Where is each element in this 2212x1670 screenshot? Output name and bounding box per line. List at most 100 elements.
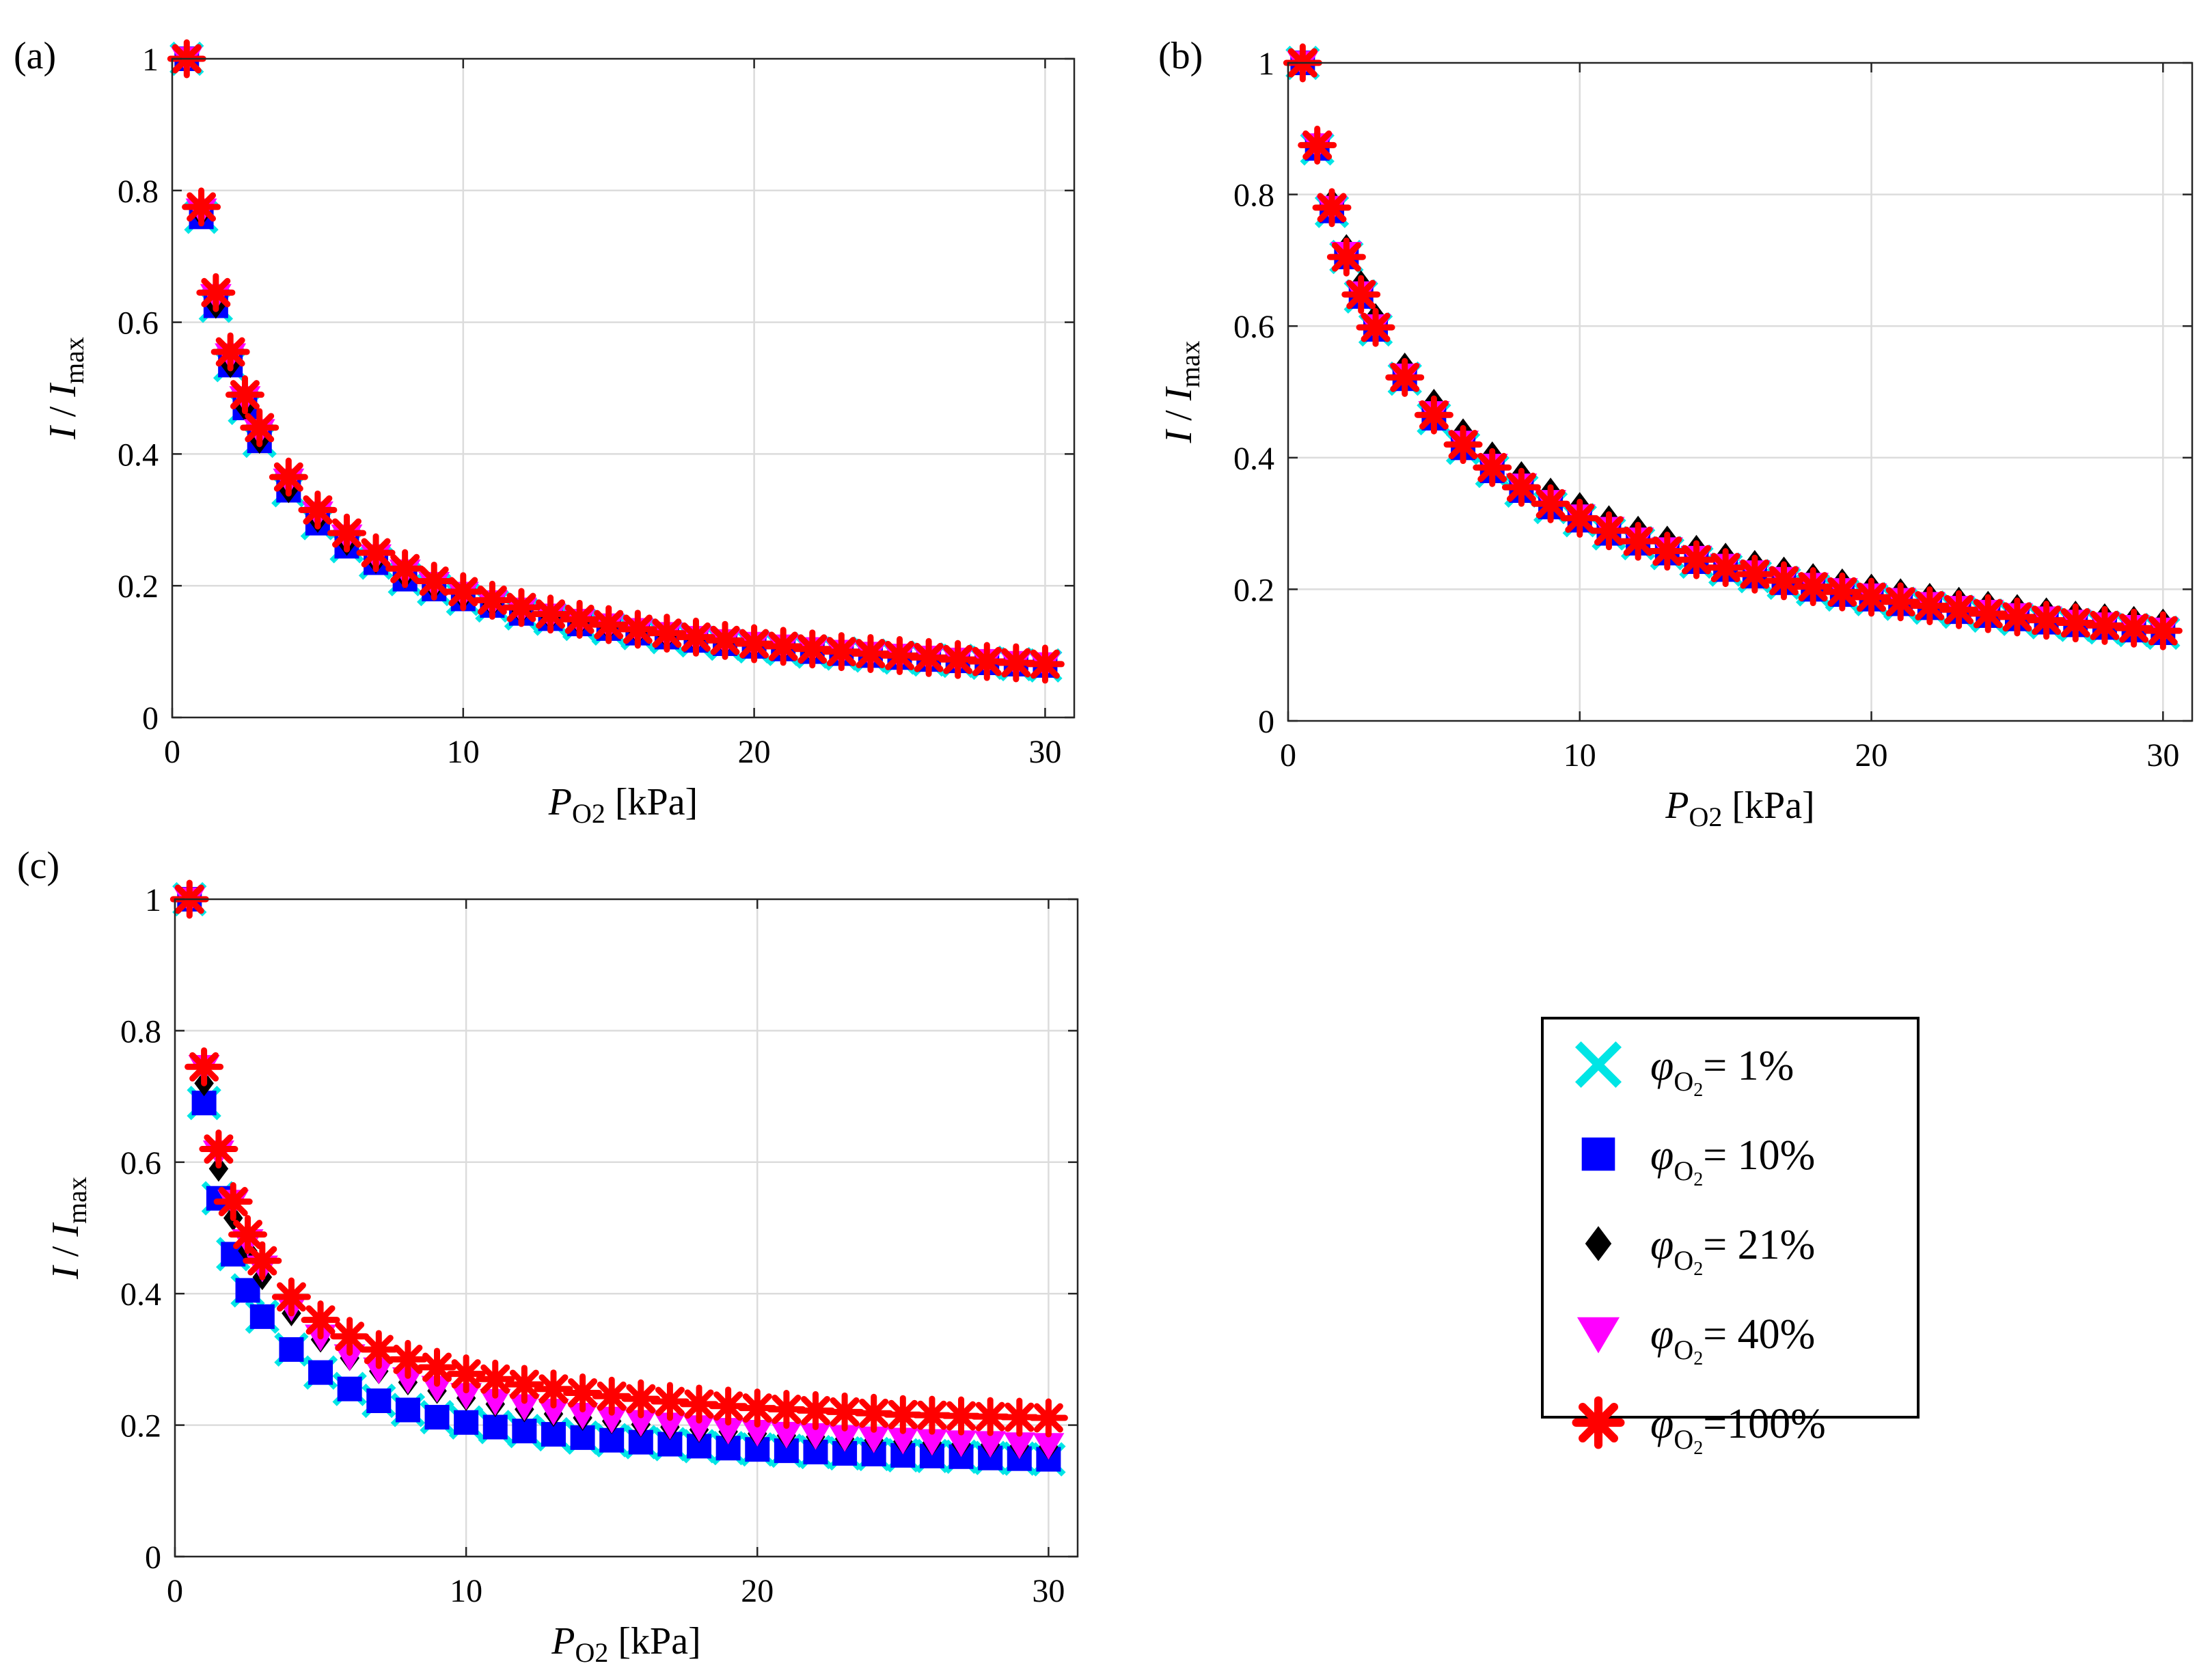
legend-label: φO2= 10%	[1650, 1132, 1815, 1190]
y-tick-label: 0.2	[1233, 572, 1274, 608]
data-point	[228, 1215, 268, 1255]
data-point	[210, 332, 250, 372]
data-point	[916, 1429, 948, 1456]
data-point	[589, 605, 629, 644]
legend-label: φO2= 1%	[1650, 1043, 1794, 1101]
data-point	[208, 1155, 229, 1182]
data-point	[741, 1419, 774, 1447]
y-axis-label: I / Imax	[44, 1177, 92, 1280]
x-tick-label: 10	[1564, 737, 1596, 774]
data-point	[912, 1395, 952, 1435]
data-point	[909, 638, 948, 677]
data-point	[333, 1344, 366, 1371]
y-tick-label: 1	[145, 882, 161, 918]
data-point	[974, 1431, 1007, 1458]
data-point	[1676, 540, 1716, 579]
data-point	[531, 594, 571, 634]
data-point	[1939, 590, 1979, 629]
y-tick-label: 0	[145, 1539, 161, 1576]
legend-entry: φO2=100%	[1572, 1396, 1826, 1459]
data-point	[705, 620, 745, 660]
data-point	[298, 490, 338, 530]
data-point	[650, 1382, 689, 1421]
data-point	[621, 1379, 661, 1419]
data-point	[235, 1278, 260, 1303]
data-point	[654, 1412, 686, 1440]
grid	[172, 59, 1074, 717]
data-point	[534, 1369, 573, 1409]
data-point	[1298, 125, 1337, 165]
data-point	[476, 1359, 515, 1399]
data-point	[2085, 605, 2125, 645]
data-point	[327, 513, 366, 553]
data-point	[213, 1182, 253, 1222]
data-point	[418, 1347, 457, 1387]
y-tick-label: 0.2	[118, 569, 159, 605]
x-axis-label: PO2 [kPa]	[1665, 784, 1814, 832]
y-axis-label: I / Imax	[1158, 341, 1205, 444]
data-point	[196, 273, 236, 312]
y-tick-label: 0.8	[118, 174, 159, 210]
data-point	[596, 1406, 628, 1434]
panel-b: 0 10 20 30 0 0.2 0.4 0.6 0.8 1 PO2 [kPa] I / Imax (b…	[1158, 35, 2194, 832]
data-point	[1648, 532, 1687, 571]
y-tick-label: 0.8	[120, 1013, 161, 1050]
axes-box	[1287, 61, 2194, 722]
data-point	[424, 1405, 450, 1430]
data-point	[450, 1383, 482, 1410]
data-point	[2056, 603, 2095, 643]
data-point	[2114, 608, 2154, 648]
data-point	[566, 1402, 599, 1430]
data-point	[1822, 572, 1862, 612]
legend-label: φO2=100%	[1650, 1401, 1826, 1459]
data-point	[2027, 601, 2066, 640]
data-point	[185, 1047, 224, 1086]
data-point	[1764, 561, 1804, 601]
panel-label: (b)	[1158, 35, 1203, 77]
data-point	[1589, 511, 1628, 551]
data-point	[945, 1430, 977, 1457]
x-tick-label: 20	[1855, 737, 1888, 774]
data-point	[502, 588, 541, 627]
data-point	[421, 1375, 453, 1403]
data-point	[735, 624, 774, 663]
legend-entry: φO2= 40%	[1576, 1311, 1815, 1369]
y-tick-label: 1	[142, 42, 159, 78]
data-point	[1968, 594, 2008, 633]
data-point	[1326, 237, 1366, 277]
data-point	[676, 617, 715, 657]
panel-label: (a)	[14, 35, 56, 77]
data-point	[683, 1415, 715, 1442]
data-point	[301, 1300, 340, 1340]
data-point	[359, 1330, 398, 1369]
data-point	[1706, 548, 1745, 588]
data-point	[1473, 448, 1512, 487]
legend-entry: φO2= 10%	[1581, 1132, 1815, 1190]
x-tick-label: 20	[741, 1573, 774, 1609]
data-point	[938, 640, 978, 679]
data-point	[443, 572, 483, 612]
y-tick-label: 0.4	[118, 437, 159, 473]
data-point	[1443, 425, 1483, 465]
data-point	[1852, 577, 1892, 617]
data-point	[793, 629, 832, 669]
legend-label: φO2= 40%	[1650, 1311, 1815, 1369]
data-point	[1000, 1397, 1039, 1437]
data-point	[337, 1376, 362, 1401]
data-point	[592, 1376, 631, 1416]
data-point	[482, 1414, 508, 1440]
data-point	[618, 610, 657, 649]
data-point	[385, 549, 425, 588]
panel-c: 0 10 20 30 0 0.2 0.4 0.6 0.8 1 PO2 [kPa] I / Imax (c…	[17, 845, 1079, 1668]
y-tick-label: 0.8	[1233, 178, 1274, 214]
x-tick-label: 10	[450, 1573, 482, 1609]
legend-marker-diamond	[1585, 1226, 1612, 1261]
series-5	[167, 39, 1065, 684]
data-point	[858, 1426, 890, 1453]
data-point	[537, 1399, 569, 1426]
data-point	[1881, 582, 1920, 622]
data-point	[1618, 521, 1658, 561]
data-point	[1312, 188, 1352, 228]
data-point	[1735, 554, 1775, 594]
